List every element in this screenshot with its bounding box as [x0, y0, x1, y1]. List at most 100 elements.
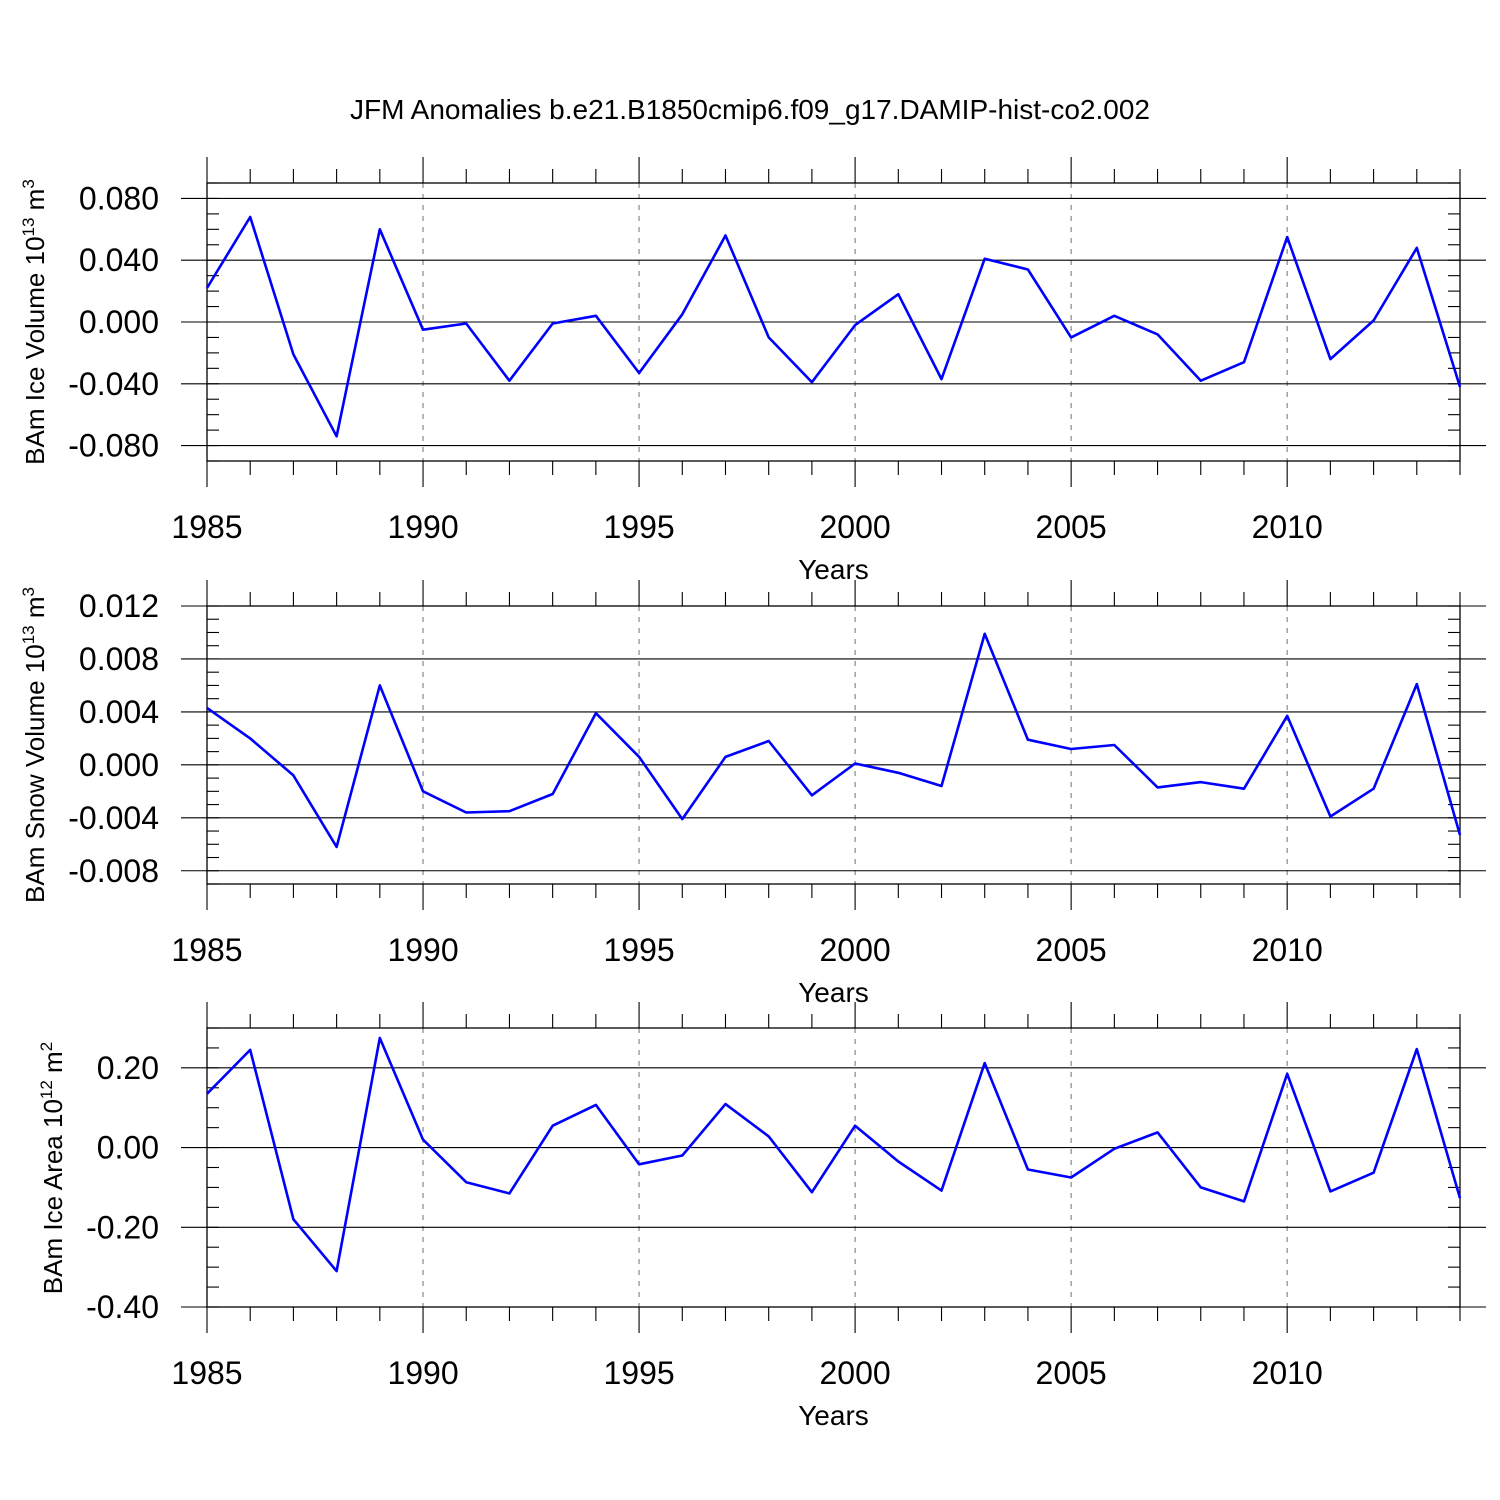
data-point	[1199, 379, 1203, 383]
data-point	[983, 632, 987, 636]
y-tick-label: 0.00	[97, 1130, 159, 1166]
data-point	[1069, 1175, 1073, 1179]
y-tick-label: 0.004	[79, 694, 159, 730]
x-tick-label: 1995	[603, 1355, 674, 1391]
data-point	[680, 312, 684, 316]
data-point	[1458, 1196, 1462, 1200]
data-point	[335, 434, 339, 438]
data-point	[637, 1162, 641, 1166]
data-point	[896, 1160, 900, 1164]
data-point	[983, 1061, 987, 1065]
data-point	[551, 1124, 555, 1128]
data-point	[810, 793, 814, 797]
data-point	[853, 762, 857, 766]
data-point	[248, 1048, 252, 1052]
series-line	[206, 632, 1462, 849]
plot-frame	[206, 605, 1461, 885]
data-point	[767, 335, 771, 339]
data-point	[1372, 1171, 1376, 1175]
y-axis-label-superscript: 12	[37, 1080, 56, 1099]
y-tick-label: 0.20	[97, 1050, 159, 1086]
x-tick-label: 2005	[1036, 932, 1107, 968]
y-tick-label: 0.080	[79, 180, 159, 216]
data-point	[291, 773, 295, 777]
data-point	[205, 706, 209, 710]
data-point	[1199, 780, 1203, 784]
y-tick-label: 0.000	[79, 747, 159, 783]
data-point	[1328, 357, 1332, 361]
data-point	[767, 1134, 771, 1138]
y-axis-label-superscript: 3	[19, 179, 38, 188]
data-point	[1112, 743, 1116, 747]
data-point	[551, 322, 555, 326]
y-axis-label-text: BAm Snow Volume 10	[20, 644, 50, 903]
data-point	[1156, 332, 1160, 336]
x-tick-label: 2000	[820, 509, 891, 545]
y-tick-label: -0.008	[68, 853, 159, 889]
data-point	[680, 1154, 684, 1158]
data-point	[940, 784, 944, 788]
data-point	[205, 1092, 209, 1096]
y-tick-label: -0.080	[68, 428, 159, 464]
data-point	[1026, 267, 1030, 271]
x-tick-label: 2010	[1252, 932, 1323, 968]
y-axis-label-text: m	[38, 1051, 68, 1080]
data-point	[1372, 787, 1376, 791]
data-point	[853, 323, 857, 327]
data-point	[378, 1036, 382, 1040]
y-axis-label-text: BAm Ice Volume 10	[20, 236, 50, 464]
data-point	[1112, 1147, 1116, 1151]
y-tick-label: -0.40	[86, 1289, 159, 1325]
data-point	[1372, 318, 1376, 322]
data-point	[464, 322, 468, 326]
data-point	[1156, 1130, 1160, 1134]
data-point	[248, 736, 252, 740]
data-point	[1415, 1047, 1419, 1051]
x-tick-label: 2000	[820, 1355, 891, 1391]
x-axis-label: Years	[798, 1400, 869, 1431]
x-tick-label: 1985	[171, 1355, 242, 1391]
data-point	[1026, 1167, 1030, 1171]
data-point	[551, 792, 555, 796]
data-point	[1026, 738, 1030, 742]
data-point	[1285, 714, 1289, 718]
data-point	[1242, 360, 1246, 364]
x-tick-label: 2005	[1036, 509, 1107, 545]
data-point	[1285, 1072, 1289, 1076]
y-axis-label-text: BAm Ice Area 10	[38, 1099, 68, 1294]
x-axis-label: Years	[798, 554, 869, 585]
data-point	[335, 1269, 339, 1273]
y-tick-label: 0.000	[79, 304, 159, 340]
data-point	[940, 1189, 944, 1193]
data-point	[1415, 246, 1419, 250]
data-point	[896, 292, 900, 296]
y-axis-label-superscript: 13	[19, 625, 38, 644]
data-point	[1458, 833, 1462, 837]
data-point	[680, 817, 684, 821]
data-point	[291, 1217, 295, 1221]
data-point	[1199, 1185, 1203, 1189]
y-axis-label-superscript: 13	[19, 218, 38, 237]
x-tick-label: 1990	[387, 509, 458, 545]
y-tick-label: 0.040	[79, 242, 159, 278]
data-point	[1069, 747, 1073, 751]
data-point	[767, 739, 771, 743]
data-point	[637, 371, 641, 375]
data-point	[507, 379, 511, 383]
data-point	[421, 328, 425, 332]
y-axis-label-text: m	[20, 596, 50, 625]
data-point	[1069, 335, 1073, 339]
data-point	[421, 1138, 425, 1142]
data-point	[1156, 785, 1160, 789]
y-axis-label-superscript: 3	[19, 587, 38, 596]
data-point	[723, 755, 727, 759]
series-line	[205, 215, 1462, 438]
y-axis-label-text: m	[20, 189, 50, 218]
data-point	[464, 811, 468, 815]
data-point	[1242, 787, 1246, 791]
data-point	[594, 1103, 598, 1107]
x-tick-label: 1995	[603, 509, 674, 545]
data-point	[810, 380, 814, 384]
data-point	[464, 1180, 468, 1184]
data-point	[983, 257, 987, 261]
